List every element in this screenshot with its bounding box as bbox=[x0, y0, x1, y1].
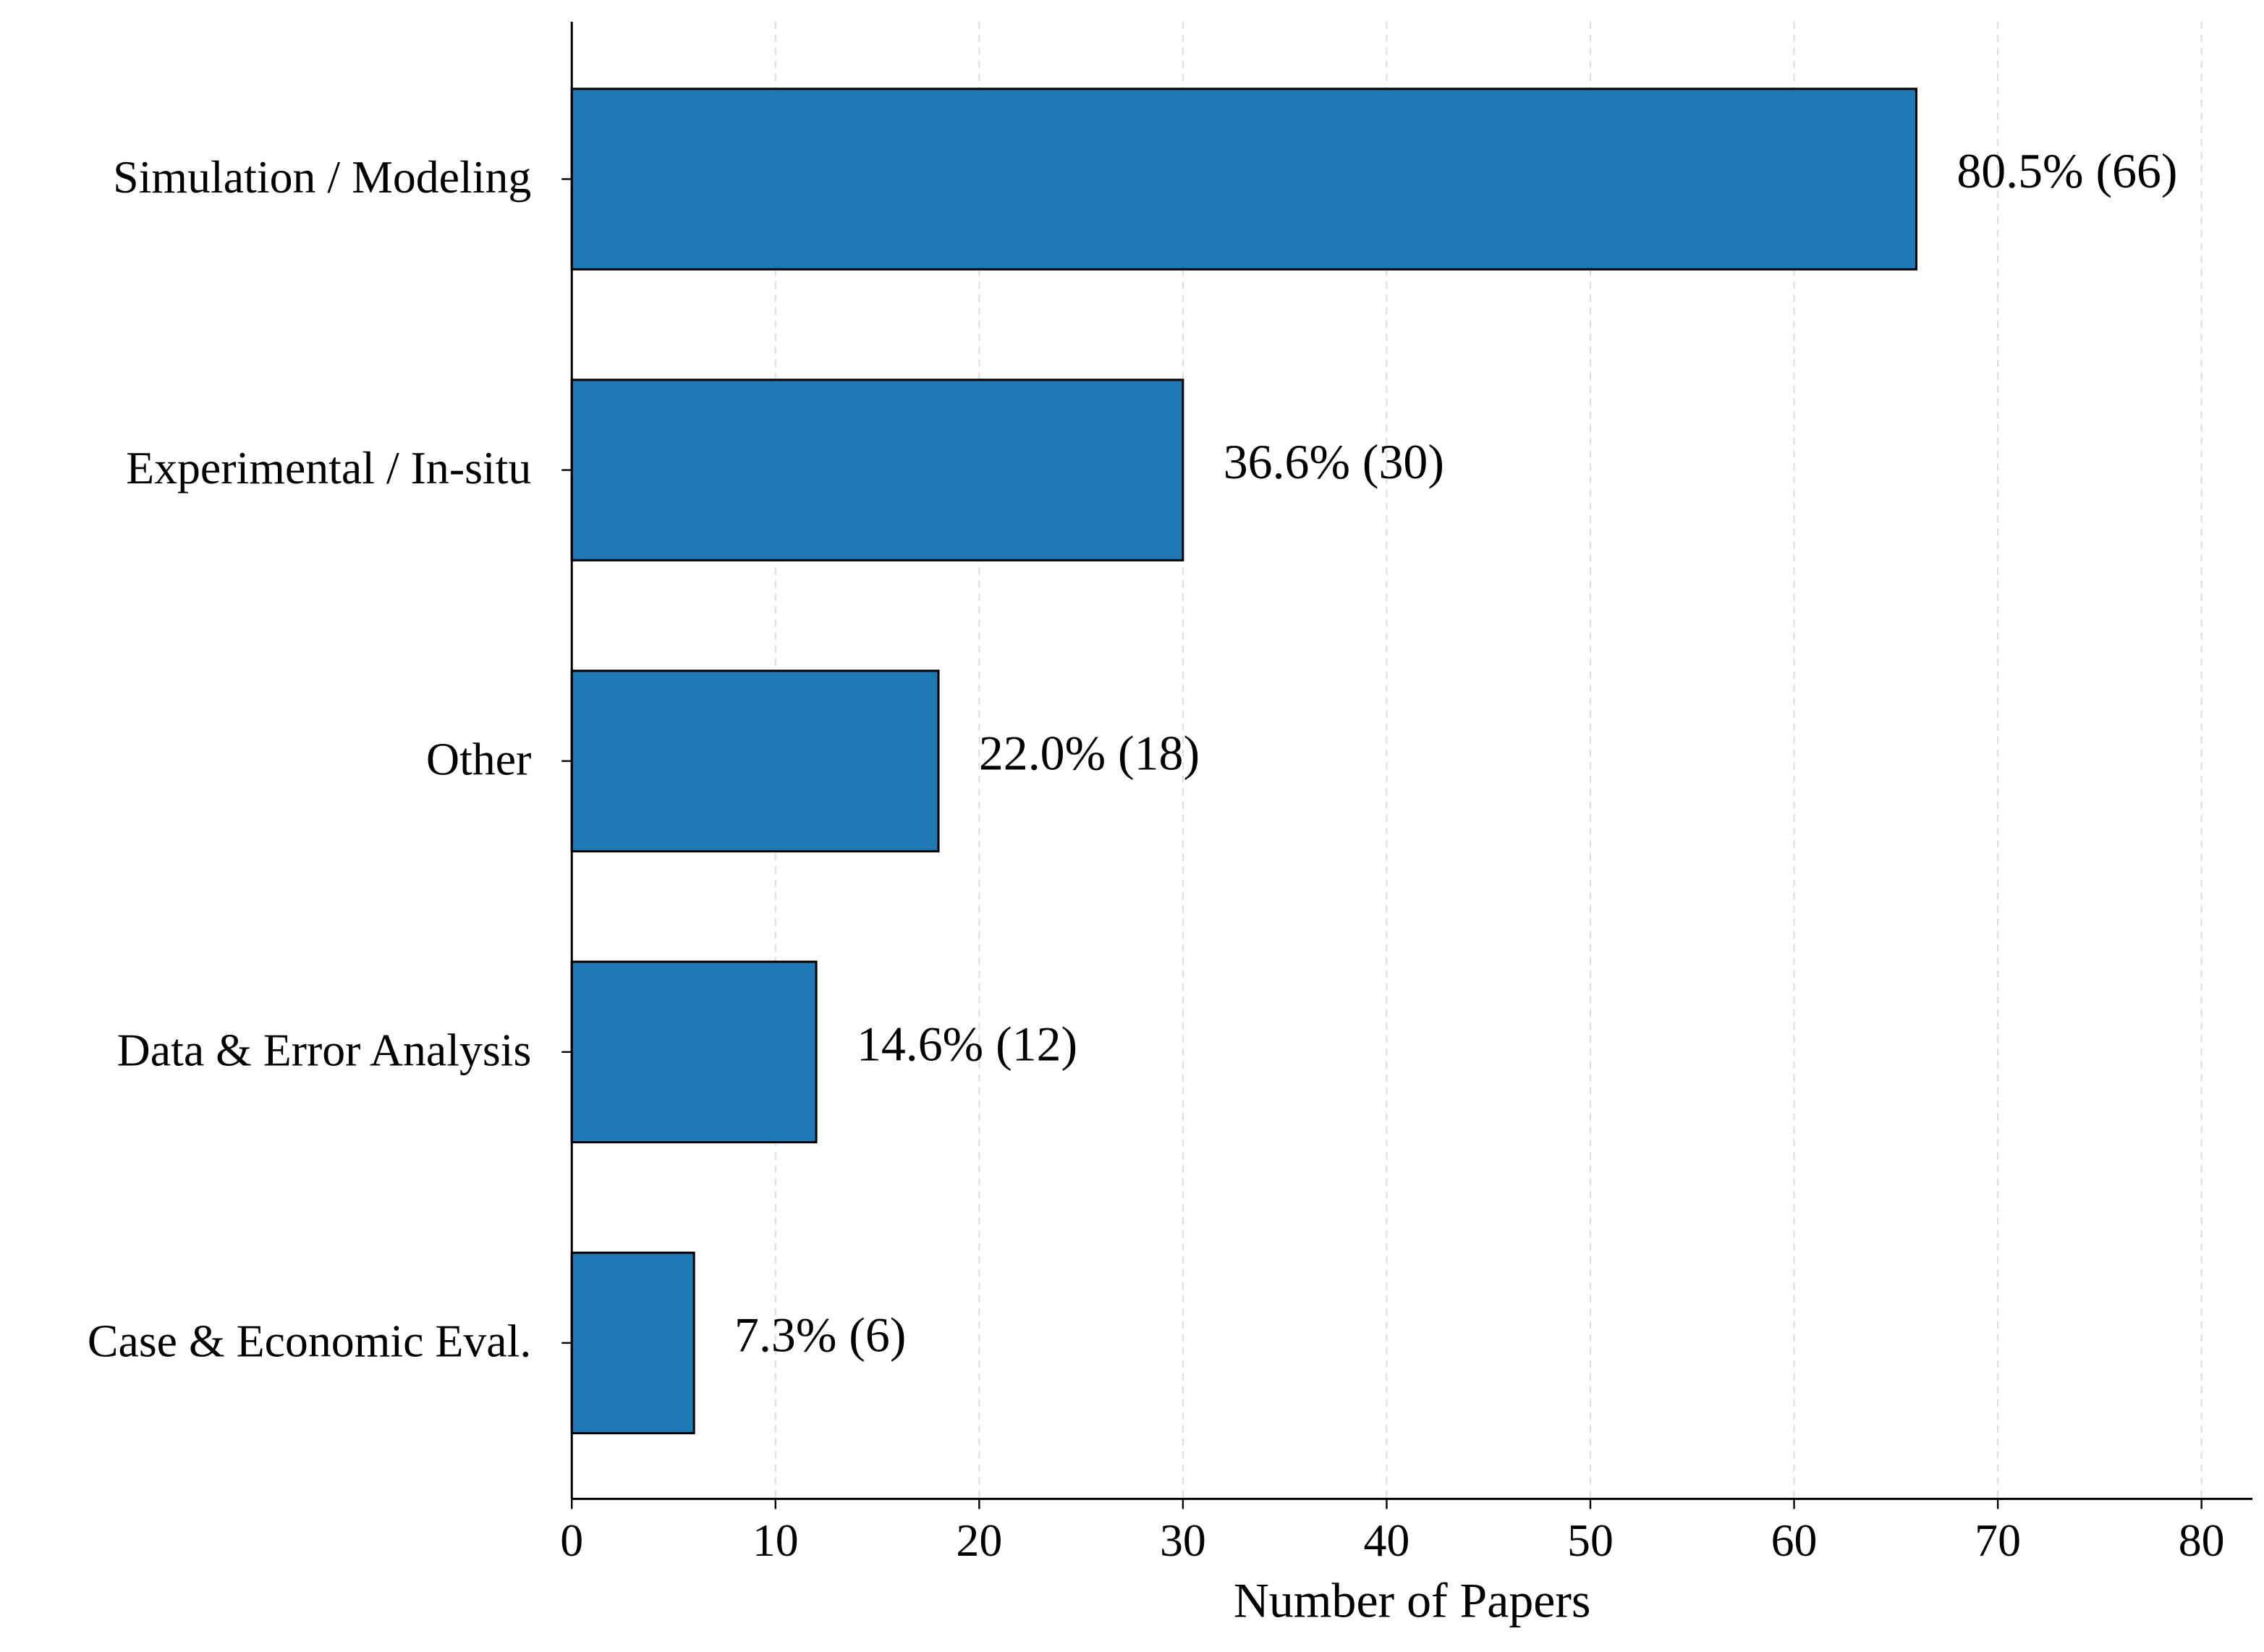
bar bbox=[570, 378, 1184, 562]
x-tick-label: 10 bbox=[752, 1515, 799, 1566]
bar bbox=[570, 669, 940, 852]
y-tick-label: Data & Error Analysis bbox=[117, 1024, 532, 1075]
value-label: 22.0% (18) bbox=[979, 726, 1200, 780]
value-label: 14.6% (12) bbox=[857, 1017, 1077, 1071]
y-tick-label: Other bbox=[426, 733, 531, 784]
x-tick-label: 70 bbox=[1975, 1515, 2021, 1566]
x-tick-label: 50 bbox=[1567, 1515, 1614, 1566]
value-label: 80.5% (66) bbox=[1956, 144, 2177, 198]
x-tick-label: 40 bbox=[1364, 1515, 1410, 1566]
y-tick-label: Simulation / Modeling bbox=[113, 151, 531, 203]
bar bbox=[570, 88, 1917, 271]
x-tick-label: 30 bbox=[1160, 1515, 1206, 1566]
value-label: 7.3% (6) bbox=[734, 1308, 906, 1362]
value-label: 36.6% (30) bbox=[1224, 435, 1444, 489]
x-tick-label: 80 bbox=[2179, 1515, 2225, 1566]
y-tick-label: Experimental / In-situ bbox=[126, 442, 531, 494]
y-tick-label: Case & Economic Eval. bbox=[88, 1316, 531, 1367]
bar bbox=[570, 1251, 695, 1435]
x-tick-label: 0 bbox=[560, 1515, 583, 1566]
x-axis-title: Number of Papers bbox=[1234, 1574, 1591, 1628]
x-tick-label: 20 bbox=[956, 1515, 1002, 1566]
x-tick-label: 60 bbox=[1771, 1515, 1818, 1566]
bar bbox=[570, 960, 818, 1144]
